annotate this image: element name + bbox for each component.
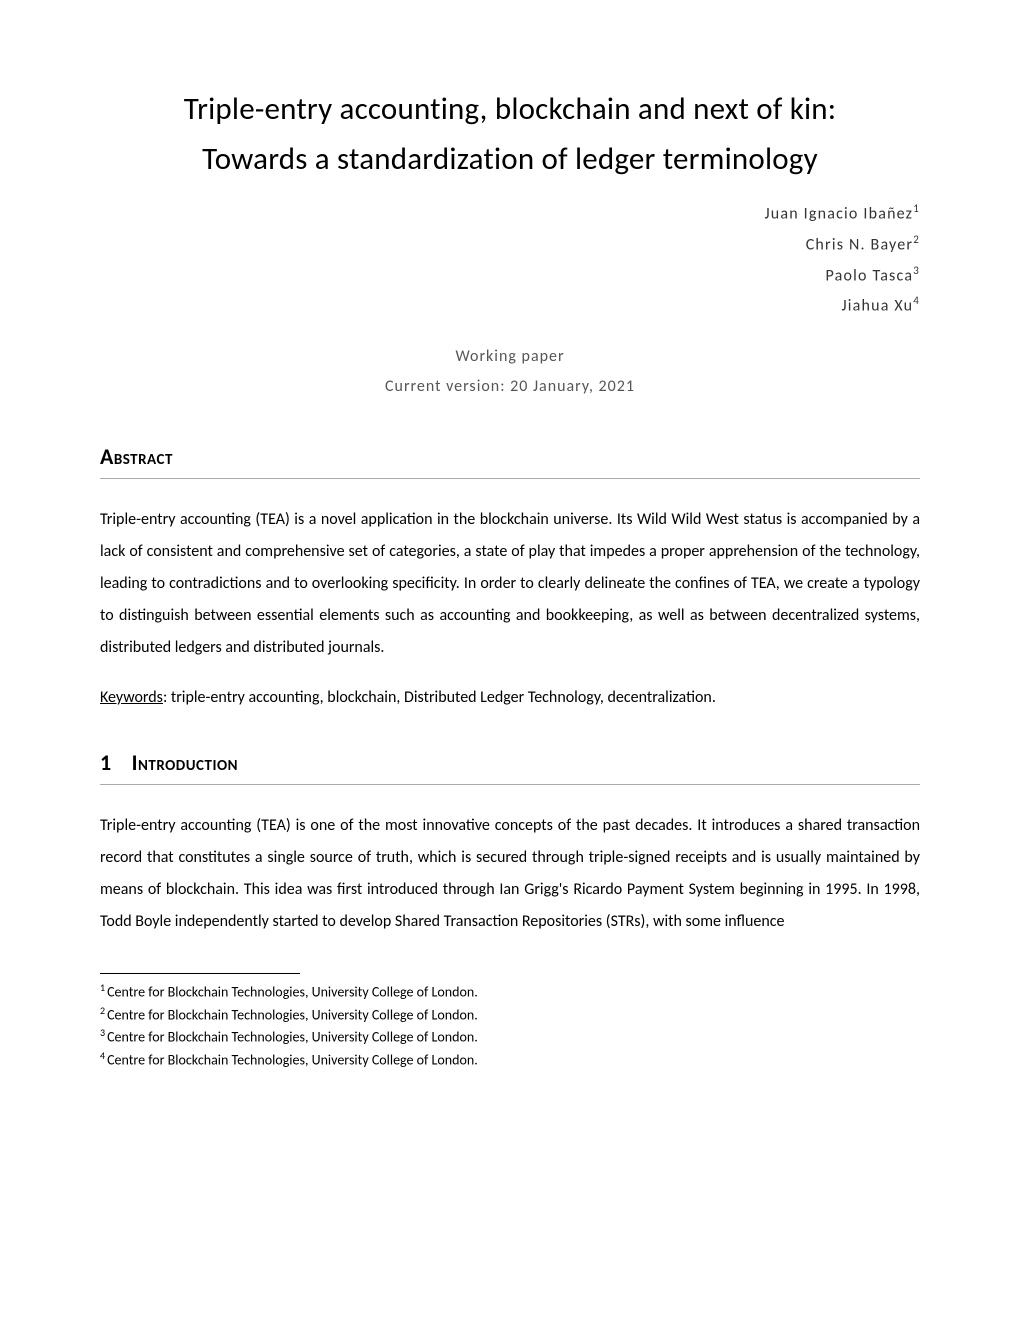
footnote-sup: 2 <box>100 1004 105 1017</box>
footnote-sup: 3 <box>100 1026 105 1039</box>
title-line-2: Towards a standardization of ledger term… <box>202 140 818 178</box>
keywords-text: : triple-entry accounting, blockchain, D… <box>163 688 716 707</box>
section-rule <box>100 784 920 785</box>
footnote: 1Centre for Blockchain Technologies, Uni… <box>100 980 920 1003</box>
section-number: 1 <box>100 749 112 776</box>
author-name: Chris N. Bayer <box>806 235 914 254</box>
paper-version: Current version: 20 January, 2021 <box>100 372 920 402</box>
author-entry: Juan Ignacio Ibañez1 <box>100 199 920 230</box>
intro-heading: 1 Introduction <box>100 749 920 776</box>
abstract-text: Triple-entry accounting (TEA) is a novel… <box>100 504 920 664</box>
intro-text: Triple-entry accounting (TEA) is one of … <box>100 810 920 938</box>
abstract-heading: Abstract <box>100 443 920 470</box>
footnote-text: Centre for Blockchain Technologies, Univ… <box>107 984 478 1001</box>
author-sup: 4 <box>913 294 920 307</box>
footnote-separator <box>100 973 300 974</box>
keywords: Keywords: triple-entry accounting, block… <box>100 682 920 714</box>
author-entry: Paolo Tasca3 <box>100 261 920 292</box>
footnote-sup: 4 <box>100 1049 105 1062</box>
section-rule <box>100 478 920 479</box>
paper-meta: Working paper Current version: 20 Januar… <box>100 342 920 403</box>
footnote-text: Centre for Blockchain Technologies, Univ… <box>107 1006 478 1023</box>
author-name: Jiahua Xu <box>841 297 913 316</box>
section-title: Introduction <box>132 749 238 776</box>
author-sup: 1 <box>913 202 920 215</box>
title-line-1: Triple-entry accounting, blockchain and … <box>184 90 837 128</box>
author-name: Paolo Tasca <box>826 266 914 285</box>
footnote: 3Centre for Blockchain Technologies, Uni… <box>100 1025 920 1048</box>
author-sup: 2 <box>913 233 920 246</box>
footnote-sup: 1 <box>100 981 105 994</box>
footnote: 4Centre for Blockchain Technologies, Uni… <box>100 1048 920 1071</box>
author-entry: Jiahua Xu4 <box>100 291 920 322</box>
author-list: Juan Ignacio Ibañez1 Chris N. Bayer2 Pao… <box>100 199 920 322</box>
footnote: 2Centre for Blockchain Technologies, Uni… <box>100 1003 920 1026</box>
paper-type: Working paper <box>100 342 920 372</box>
keywords-label: Keywords <box>100 688 163 707</box>
author-entry: Chris N. Bayer2 <box>100 230 920 261</box>
footnote-text: Centre for Blockchain Technologies, Univ… <box>107 1051 478 1068</box>
author-sup: 3 <box>913 264 920 277</box>
author-name: Juan Ignacio Ibañez <box>764 205 913 224</box>
paper-title: Triple-entry accounting, blockchain and … <box>100 85 920 184</box>
footnote-text: Centre for Blockchain Technologies, Univ… <box>107 1029 478 1046</box>
